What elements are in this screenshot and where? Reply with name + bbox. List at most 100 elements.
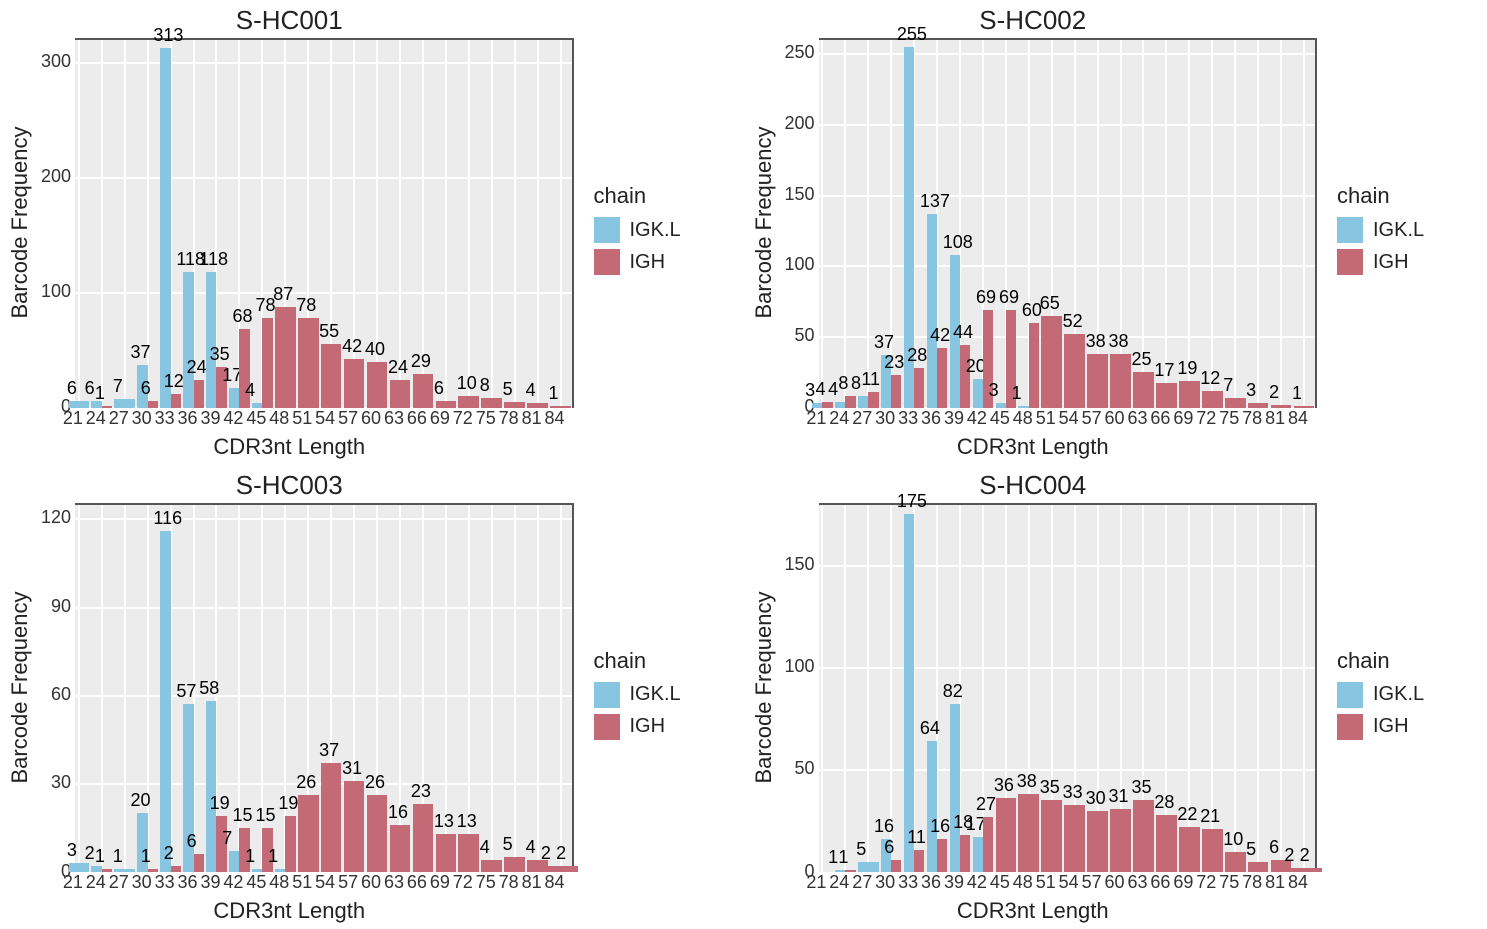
gridline-h	[75, 695, 572, 697]
bar	[868, 392, 878, 408]
legend-swatch	[1337, 714, 1363, 740]
chart-zone: S-HC002Barcode Frequency0501001502002503…	[749, 5, 1318, 460]
x-axis-label: CDR3nt Length	[749, 430, 1318, 460]
gridline-v	[1234, 505, 1236, 873]
bar	[1029, 323, 1039, 408]
x-tick: 48	[1013, 408, 1033, 429]
chart-panel: S-HC004Barcode Frequency0501001501151661…	[744, 465, 1487, 929]
bar-value-label: 24	[388, 357, 408, 378]
legend-label: IGH	[1373, 715, 1409, 738]
x-tick: 36	[178, 872, 198, 893]
bar-value-label: 40	[365, 339, 385, 360]
x-tick: 21	[806, 872, 826, 893]
bar	[904, 514, 914, 872]
bar	[845, 396, 855, 407]
x-tick: 39	[200, 872, 220, 893]
x-tick-wrap: 2124273033363942454851545760636669727578…	[749, 872, 1318, 894]
legend: chainIGK.LIGH	[574, 183, 734, 281]
x-tick: 78	[1242, 408, 1262, 429]
bar	[285, 816, 295, 872]
gridline-v	[1211, 40, 1213, 408]
gridline-h	[75, 292, 572, 294]
bar-value-label: 5	[503, 834, 513, 855]
x-tick: 51	[292, 408, 312, 429]
bar-value-label: 137	[920, 191, 950, 212]
gridline-v	[1303, 505, 1305, 873]
panel-title: S-HC001	[5, 5, 574, 36]
x-tick: 27	[109, 872, 129, 893]
x-tick: 39	[200, 408, 220, 429]
x-tick-area: 2124273033363942454851545760636669727578…	[71, 408, 574, 430]
x-tick: 60	[361, 872, 381, 893]
x-tick: 60	[1105, 872, 1125, 893]
gridline-v	[844, 40, 846, 408]
bar	[390, 825, 411, 872]
x-tick-area: 2124273033363942454851545760636669727578…	[815, 408, 1318, 430]
bar-value-label: 26	[365, 772, 385, 793]
x-tick: 24	[829, 872, 849, 893]
bar-value-label: 87	[273, 284, 293, 305]
x-tick: 54	[315, 408, 335, 429]
bar	[1225, 398, 1246, 408]
x-tick-wrap: 2124273033363942454851545760636669727578…	[749, 408, 1318, 430]
gridline-h	[75, 518, 572, 520]
bar-value-label: 44	[953, 322, 973, 343]
y-tick: 90	[51, 596, 71, 617]
x-tick: 66	[1150, 872, 1170, 893]
bar-value-label: 27	[976, 794, 996, 815]
bar	[298, 795, 319, 872]
bar-value-label: 15	[233, 805, 253, 826]
bar-value-label: 12	[1200, 368, 1220, 389]
x-tick: 27	[109, 408, 129, 429]
y-tick: 50	[794, 758, 814, 779]
bar-value-label: 255	[897, 24, 927, 45]
x-tick: 48	[269, 872, 289, 893]
bar	[390, 380, 411, 408]
bar-value-label: 3	[1246, 380, 1256, 401]
bar-value-label: 25	[1131, 349, 1151, 370]
bar	[996, 798, 1017, 872]
bar-value-label: 6	[85, 378, 95, 399]
legend-title: chain	[594, 648, 734, 674]
gridline-v	[844, 505, 846, 873]
bar	[973, 379, 983, 407]
gridline-h	[75, 607, 572, 609]
x-tick-area: 2124273033363942454851545760636669727578…	[815, 872, 1318, 894]
bar-value-label: 6	[67, 378, 77, 399]
gridline-v	[1257, 40, 1259, 408]
bar	[160, 531, 170, 873]
bar	[69, 863, 90, 872]
bar-value-label: 1	[95, 383, 105, 404]
bar	[891, 375, 901, 408]
y-tick: 100	[41, 281, 71, 302]
y-tick: 120	[41, 507, 71, 528]
bar	[983, 817, 993, 872]
bar-value-label: 57	[176, 681, 196, 702]
x-tick: 63	[1127, 408, 1147, 429]
x-tick: 36	[921, 408, 941, 429]
x-tick: 21	[63, 872, 83, 893]
bar-value-label: 31	[1109, 786, 1129, 807]
x-tick: 66	[407, 872, 427, 893]
bar	[229, 388, 239, 408]
bar-value-label: 175	[897, 491, 927, 512]
y-tick-column: 050100150	[779, 503, 819, 873]
x-tick: 66	[1150, 408, 1170, 429]
y-tick-column: 0306090120	[35, 503, 75, 873]
y-tick: 200	[41, 166, 71, 187]
bar-value-label: 10	[1223, 829, 1243, 850]
plot-area: 3448811372325528137421084420693691606552…	[819, 38, 1318, 408]
bar	[262, 318, 272, 408]
bar-value-label: 4	[526, 380, 536, 401]
gridline-h	[819, 769, 1316, 771]
bar	[367, 362, 388, 408]
gridline-v	[560, 40, 562, 408]
gridline-v	[1280, 40, 1282, 408]
x-tick-wrap: 2124273033363942454851545760636669727578…	[5, 408, 574, 430]
bar-value-label: 19	[1177, 358, 1197, 379]
legend-title: chain	[594, 183, 734, 209]
plot-row: Barcode Frequency05010015011516617511641…	[749, 503, 1318, 873]
bar-value-label: 313	[153, 25, 183, 46]
bar-value-label: 37	[130, 342, 150, 363]
gridline-v	[560, 505, 562, 873]
